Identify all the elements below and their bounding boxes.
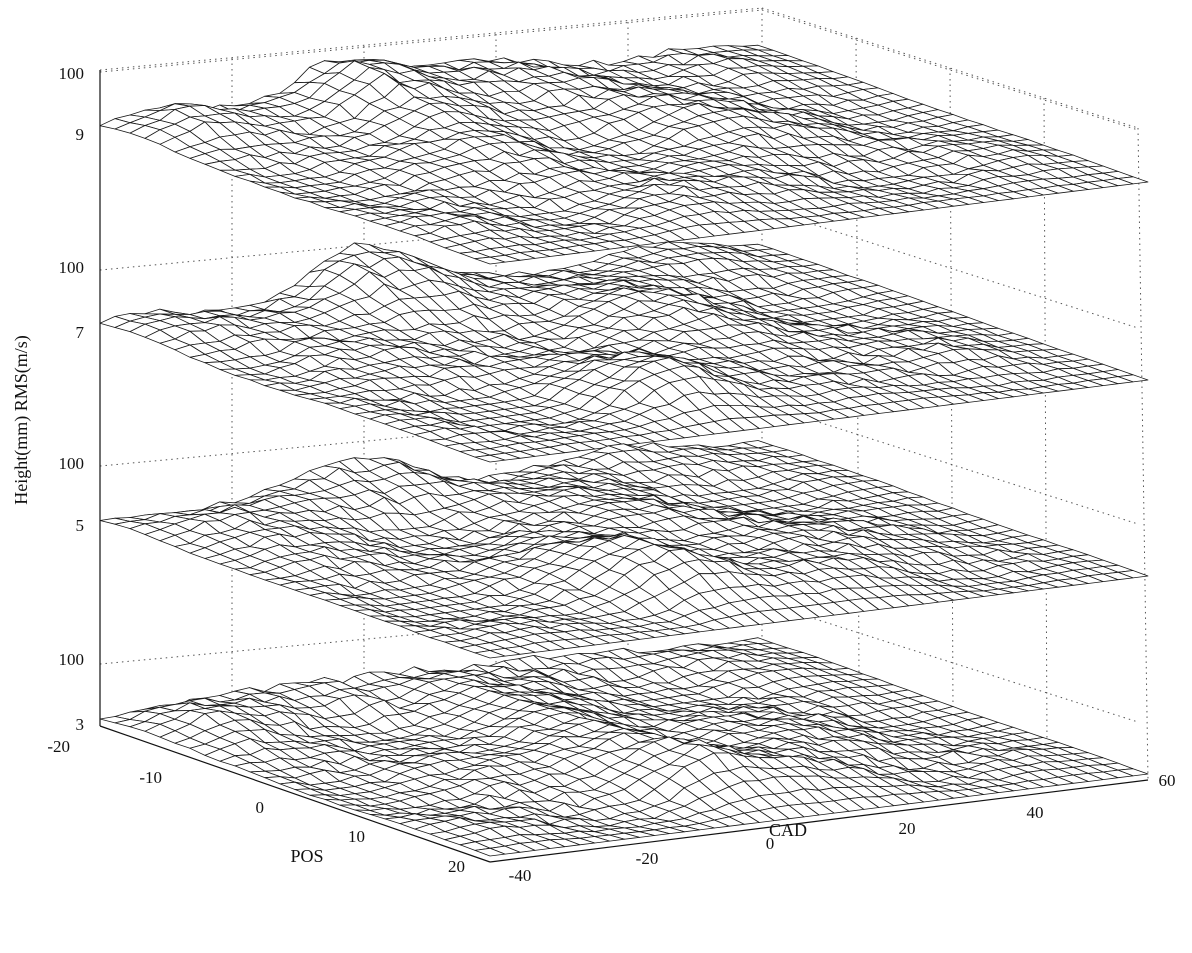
layer-height-tick: 100 <box>59 650 85 669</box>
layer-rms-tick: 7 <box>76 323 85 342</box>
pos-tick-label: 20 <box>448 857 465 876</box>
cad-tick-label: 60 <box>1159 771 1176 790</box>
cad-axis-title: CAD <box>769 820 807 840</box>
z-axis-title: Height(mm) RMS(m/s) <box>11 335 32 505</box>
pos-tick-label: 0 <box>256 798 265 817</box>
surface-mesh-cell <box>474 454 506 463</box>
pos-tick-label: -10 <box>139 768 162 787</box>
cad-tick-label: -20 <box>636 849 659 868</box>
cad-tick-label: -40 <box>509 866 532 885</box>
pos-tick-label: 10 <box>348 827 365 846</box>
layer-height-tick: 100 <box>59 258 85 277</box>
grid-line <box>99 403 763 467</box>
layer-rms-tick: 9 <box>76 125 85 144</box>
surface-meshes <box>99 44 1149 857</box>
grid-line <box>1043 97 1048 747</box>
layer-rms-tick: 3 <box>76 715 85 734</box>
grid-line <box>99 601 763 665</box>
layer-height-tick: 100 <box>59 454 85 473</box>
surface-layer-rms-5 <box>99 440 1149 659</box>
surface-layer-rms-7 <box>99 241 1149 463</box>
grid-line <box>99 9 763 73</box>
cad-tick-label: 40 <box>1027 803 1044 822</box>
layer-height-tick: 100 <box>59 64 85 83</box>
cad-tick-label: 20 <box>899 819 916 838</box>
pos-tick-label: -20 <box>47 737 70 756</box>
grid-line <box>1137 127 1149 781</box>
layer-rms-tick: 5 <box>76 516 85 535</box>
surface-layer-rms-3 <box>99 637 1149 857</box>
grid-line <box>99 7 763 71</box>
pos-axis-title: POS <box>290 846 323 866</box>
surface-mesh-cell <box>474 256 506 265</box>
grid-line <box>99 207 763 271</box>
surface-layer-rms-9 <box>99 44 1149 265</box>
